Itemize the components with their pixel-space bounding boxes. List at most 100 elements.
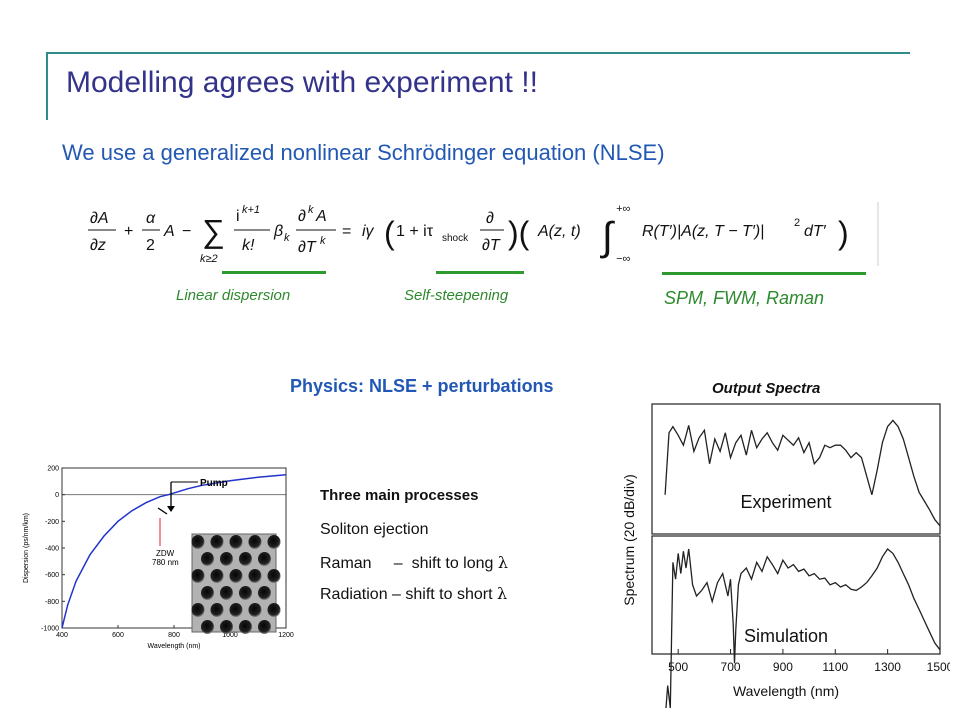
process-raman: Raman – shift to long λ <box>320 553 508 573</box>
x-tick-label: 1200 <box>278 632 294 639</box>
svg-text:k: k <box>284 232 290 244</box>
sem-air-hole <box>258 620 271 634</box>
svg-text:∂: ∂ <box>298 208 306 225</box>
svg-text:k: k <box>320 235 326 247</box>
underline-nonlinear <box>662 272 866 275</box>
svg-text:∂T: ∂T <box>482 237 501 254</box>
zdw-value: 780 nm <box>152 558 179 567</box>
x-tick-label: 1300 <box>874 660 901 674</box>
svg-text:+∞: +∞ <box>616 203 630 215</box>
process-label: Raman – shift to long <box>320 555 494 572</box>
svg-text:∂z: ∂z <box>90 237 106 254</box>
subtitle: We use a generalized nonlinear Schröding… <box>62 140 665 165</box>
x-tick-label: 1500 <box>927 660 950 674</box>
sem-air-hole <box>210 603 224 617</box>
y-tick-label: 0 <box>55 492 59 499</box>
sem-air-hole <box>191 569 205 583</box>
x-tick-label: 800 <box>168 632 180 639</box>
sem-air-hole <box>239 586 252 600</box>
zdw-label: ZDW <box>156 549 175 558</box>
dispersion-chart: 400 600 800 1000 1200 200 0 -200 -400 -600 -800 -10… <box>23 466 294 651</box>
sem-air-hole <box>239 620 252 634</box>
sem-air-hole <box>267 603 281 617</box>
sem-air-hole <box>191 535 205 549</box>
underline-self-steepening <box>436 271 524 274</box>
svg-text:i: i <box>236 208 240 225</box>
sem-air-hole <box>248 535 262 549</box>
simulation-spectrum <box>665 548 941 708</box>
svg-text:A(z, t): A(z, t) <box>537 223 581 240</box>
sem-air-hole <box>239 552 252 566</box>
output-spectra-chart: Experiment Simulation 500 700 900 1100 1300 1… <box>621 403 950 708</box>
experiment-label: Experiment <box>740 492 831 512</box>
svg-text:iγ: iγ <box>362 223 375 240</box>
svg-text:∂: ∂ <box>486 210 494 227</box>
dispersion-y-label: Dispersion (ps/nm/km) <box>23 513 30 583</box>
y-tick-label: 200 <box>47 466 59 473</box>
process-radiation: Radiation – shift to short λ <box>320 584 507 604</box>
dispersion-curve <box>61 473 287 629</box>
x-tick-label: 500 <box>668 660 688 674</box>
svg-text:∫: ∫ <box>600 215 616 259</box>
svg-text:∂A: ∂A <box>90 210 109 227</box>
label-linear-dispersion: Linear dispersion <box>176 287 291 304</box>
svg-text:=: = <box>342 223 351 240</box>
pump-arrowhead <box>167 506 175 512</box>
svg-text:−∞: −∞ <box>616 253 630 265</box>
sem-air-hole <box>267 535 281 549</box>
sem-air-hole <box>258 552 271 566</box>
pump-label: Pump <box>200 478 228 489</box>
sem-air-hole <box>258 586 271 600</box>
y-tick-label: -600 <box>45 572 59 579</box>
sem-air-hole <box>201 552 214 566</box>
svg-text:+: + <box>124 223 133 240</box>
title-rule-horizontal <box>46 52 910 54</box>
sem-air-hole <box>201 586 214 600</box>
lambda-symbol: λ <box>497 553 509 572</box>
svg-text:1 + iτ: 1 + iτ <box>396 223 434 240</box>
label-nonlinear-terms: SPM, FWM, Raman <box>664 288 825 308</box>
processes-heading: Three main processes <box>320 487 479 504</box>
sem-air-hole <box>220 552 233 566</box>
x-tick-label: 700 <box>721 660 741 674</box>
zdw-arrow <box>157 507 168 515</box>
svg-text:∑: ∑ <box>202 213 225 249</box>
svg-text:∂T: ∂T <box>298 239 317 256</box>
svg-text:)(: )( <box>508 215 530 251</box>
sem-air-hole <box>191 603 205 617</box>
output-spectra-title: Output Spectra <box>712 380 821 397</box>
process-label: Soliton ejection <box>320 521 429 538</box>
svg-text:A: A <box>315 208 327 225</box>
label-self-steepening: Self-steepening <box>404 287 509 304</box>
svg-text:A: A <box>163 223 175 240</box>
dispersion-x-label: Wavelength (nm) <box>147 643 200 650</box>
x-tick-label: 400 <box>56 632 68 639</box>
x-tick-label: 600 <box>112 632 124 639</box>
process-label: Radiation – shift to short <box>320 586 493 603</box>
sem-air-hole <box>248 603 262 617</box>
page-title: Modelling agrees with experiment !! <box>66 66 538 99</box>
sem-air-hole <box>220 586 233 600</box>
svg-text:k: k <box>308 204 314 216</box>
svg-text:R(T′)|A(z, T − T′)|: R(T′)|A(z, T − T′)| <box>642 223 764 240</box>
svg-text:2: 2 <box>794 217 800 229</box>
svg-text:(: ( <box>384 215 395 251</box>
experiment-panel <box>651 403 941 535</box>
sem-air-hole <box>201 620 214 634</box>
sem-air-hole <box>229 603 243 617</box>
spectra-y-label: Spectrum (20 dB/div) <box>621 474 637 606</box>
x-tick-label: 1100 <box>822 660 848 674</box>
title-rule-vertical <box>46 52 48 120</box>
sem-air-hole <box>248 569 262 583</box>
physics-heading: Physics: NLSE + perturbations <box>290 376 554 396</box>
svg-text:2: 2 <box>146 237 155 254</box>
svg-text:k+1: k+1 <box>242 204 260 216</box>
svg-text:β: β <box>273 223 283 240</box>
underline-linear-dispersion <box>222 271 326 274</box>
svg-text:k≥2: k≥2 <box>200 253 218 265</box>
y-tick-label: -800 <box>45 599 59 606</box>
sem-air-hole <box>229 535 243 549</box>
x-tick-label: 1000 <box>222 632 238 639</box>
spectra-x-label: Wavelength (nm) <box>733 683 839 699</box>
